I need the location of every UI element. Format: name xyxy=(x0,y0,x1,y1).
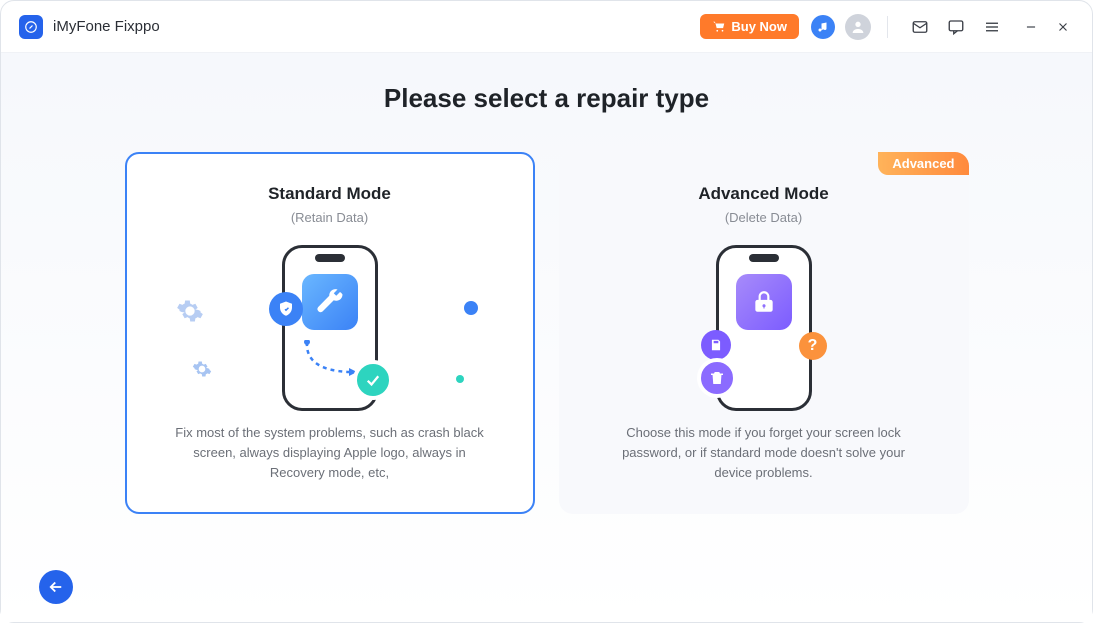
advanced-card-description: Choose this mode if you forget your scre… xyxy=(604,423,924,483)
music-icon xyxy=(817,21,829,33)
chat-icon xyxy=(947,18,965,36)
wrench-icon xyxy=(302,274,358,330)
app-logo-icon xyxy=(19,15,43,39)
menu-button[interactable] xyxy=(980,15,1004,39)
buy-now-label: Buy Now xyxy=(731,19,787,34)
standard-illustration xyxy=(230,243,430,413)
advanced-illustration: ? xyxy=(664,243,864,413)
dot-decor xyxy=(464,301,478,315)
music-button[interactable] xyxy=(811,15,835,39)
feedback-button[interactable] xyxy=(944,15,968,39)
shield-icon xyxy=(269,292,303,326)
dot-decor-small xyxy=(456,375,464,383)
blob-decor xyxy=(856,293,916,363)
close-button[interactable] xyxy=(1052,16,1074,38)
standard-card-title: Standard Mode xyxy=(268,184,391,204)
advanced-badge: Advanced xyxy=(878,152,968,175)
phone-icon: ? xyxy=(716,245,812,411)
cart-icon xyxy=(712,20,726,34)
back-button[interactable] xyxy=(39,570,73,604)
app-window: iMyFone Fixppo Buy Now Pleas xyxy=(0,0,1093,623)
divider xyxy=(887,16,888,38)
close-icon xyxy=(1056,20,1070,34)
advanced-mode-card[interactable]: Advanced Advanced Mode (Delete Data) xyxy=(559,152,969,514)
advanced-card-subtitle: (Delete Data) xyxy=(725,210,802,225)
advanced-card-title: Advanced Mode xyxy=(698,184,828,204)
check-icon xyxy=(353,360,393,400)
trash-icon xyxy=(697,358,737,398)
mail-icon xyxy=(911,18,929,36)
minimize-icon xyxy=(1024,20,1038,34)
standard-mode-card[interactable]: Standard Mode (Retain Data) xyxy=(125,152,535,514)
standard-card-subtitle: (Retain Data) xyxy=(291,210,368,225)
gear-icon xyxy=(176,297,204,325)
gear-small-icon xyxy=(192,359,212,379)
standard-card-description: Fix most of the system problems, such as… xyxy=(170,423,490,483)
back-arrow-icon xyxy=(47,578,65,596)
app-title: iMyFone Fixppo xyxy=(53,18,160,35)
buy-now-button[interactable]: Buy Now xyxy=(700,14,799,39)
avatar-icon xyxy=(850,19,866,35)
mail-button[interactable] xyxy=(908,15,932,39)
phone-icon xyxy=(282,245,378,411)
question-icon: ? xyxy=(799,332,827,360)
minimize-button[interactable] xyxy=(1020,16,1042,38)
lock-icon xyxy=(736,274,792,330)
cards-row: Standard Mode (Retain Data) xyxy=(61,152,1032,514)
save-icon xyxy=(701,330,731,360)
page-title: Please select a repair type xyxy=(61,83,1032,114)
title-bar: iMyFone Fixppo Buy Now xyxy=(1,1,1092,53)
account-button[interactable] xyxy=(845,14,871,40)
menu-icon xyxy=(983,18,1001,36)
content-area: Please select a repair type Standard Mod… xyxy=(1,53,1092,622)
